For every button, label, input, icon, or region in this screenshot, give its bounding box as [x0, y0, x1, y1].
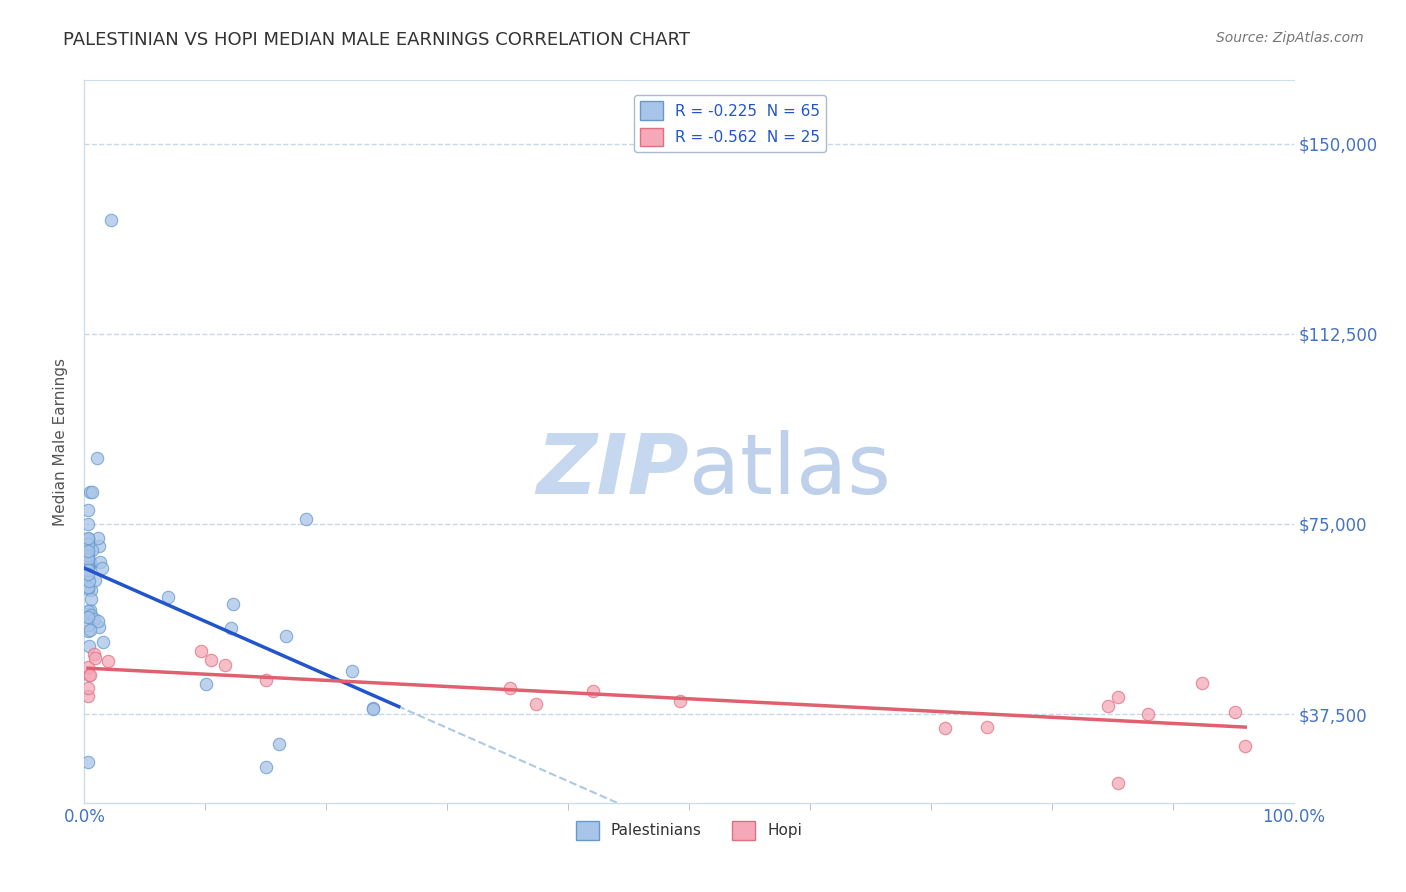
Point	[79, 558, 101, 572]
Point	[1223, 705, 1246, 719]
Point	[80, 485, 103, 500]
Point	[91, 634, 114, 648]
Point	[77, 582, 100, 596]
Point	[77, 544, 100, 558]
Point	[269, 737, 291, 751]
Point	[294, 512, 316, 526]
Point	[222, 597, 245, 611]
Point	[97, 654, 120, 668]
Point	[77, 610, 100, 624]
Point	[77, 503, 100, 517]
Point	[89, 555, 111, 569]
Point	[79, 608, 101, 623]
Point	[83, 612, 105, 626]
Point	[87, 614, 110, 628]
Point	[274, 629, 297, 643]
Point	[254, 673, 277, 687]
Point	[77, 610, 100, 624]
Point	[84, 573, 107, 587]
Point	[77, 607, 100, 621]
Point	[361, 701, 384, 715]
Point	[80, 591, 103, 606]
Point	[77, 756, 100, 770]
Point	[157, 590, 180, 604]
Point	[214, 658, 236, 673]
Point	[77, 531, 100, 545]
Point	[342, 665, 364, 679]
Text: atlas: atlas	[689, 430, 890, 511]
Point	[200, 652, 222, 666]
Point	[77, 604, 100, 618]
Point	[1191, 675, 1213, 690]
Point	[190, 644, 212, 658]
Point	[77, 559, 100, 574]
Point	[79, 555, 101, 569]
Point	[77, 537, 100, 551]
Point	[86, 450, 108, 465]
Point	[219, 622, 242, 636]
Point	[669, 694, 692, 708]
Point	[79, 603, 101, 617]
Point	[87, 620, 110, 634]
Point	[77, 546, 100, 560]
Point	[1107, 775, 1129, 789]
Point	[77, 681, 100, 695]
Point	[77, 573, 100, 587]
Point	[84, 650, 107, 665]
Point	[363, 702, 385, 716]
Legend: Palestinians, Hopi: Palestinians, Hopi	[569, 815, 808, 846]
Point	[77, 659, 100, 673]
Point	[83, 647, 105, 661]
Point	[79, 623, 101, 637]
Point	[77, 540, 100, 554]
Point	[77, 550, 100, 565]
Point	[79, 668, 101, 682]
Point	[80, 582, 103, 597]
Text: ZIP: ZIP	[536, 430, 689, 511]
Point	[90, 560, 112, 574]
Point	[77, 532, 100, 546]
Point	[524, 697, 547, 711]
Text: Source: ZipAtlas.com: Source: ZipAtlas.com	[1216, 31, 1364, 45]
Point	[86, 531, 108, 545]
Point	[1136, 707, 1159, 722]
Point	[499, 681, 522, 696]
Point	[77, 562, 100, 576]
Point	[582, 684, 605, 698]
Point	[77, 563, 100, 577]
Point	[77, 557, 100, 571]
Point	[1097, 698, 1119, 713]
Point	[77, 557, 100, 571]
Point	[79, 574, 101, 588]
Point	[79, 485, 101, 500]
Point	[100, 212, 122, 227]
Point	[77, 640, 100, 654]
Point	[976, 720, 998, 734]
Point	[1234, 739, 1257, 753]
Point	[77, 554, 100, 568]
Point	[77, 580, 100, 594]
Point	[77, 516, 100, 531]
Point	[79, 668, 101, 682]
Point	[77, 689, 100, 703]
Point	[77, 618, 100, 632]
Point	[77, 532, 100, 546]
Point	[934, 721, 956, 735]
Point	[254, 760, 277, 774]
Point	[77, 558, 100, 573]
Point	[1107, 690, 1129, 705]
Point	[77, 559, 100, 574]
Point	[77, 566, 100, 581]
Point	[77, 548, 100, 562]
Point	[195, 677, 218, 691]
Point	[77, 624, 100, 638]
Point	[80, 543, 103, 558]
Point	[87, 540, 110, 554]
Y-axis label: Median Male Earnings: Median Male Earnings	[53, 358, 69, 525]
Point	[77, 552, 100, 566]
Text: PALESTINIAN VS HOPI MEDIAN MALE EARNINGS CORRELATION CHART: PALESTINIAN VS HOPI MEDIAN MALE EARNINGS…	[63, 31, 690, 49]
